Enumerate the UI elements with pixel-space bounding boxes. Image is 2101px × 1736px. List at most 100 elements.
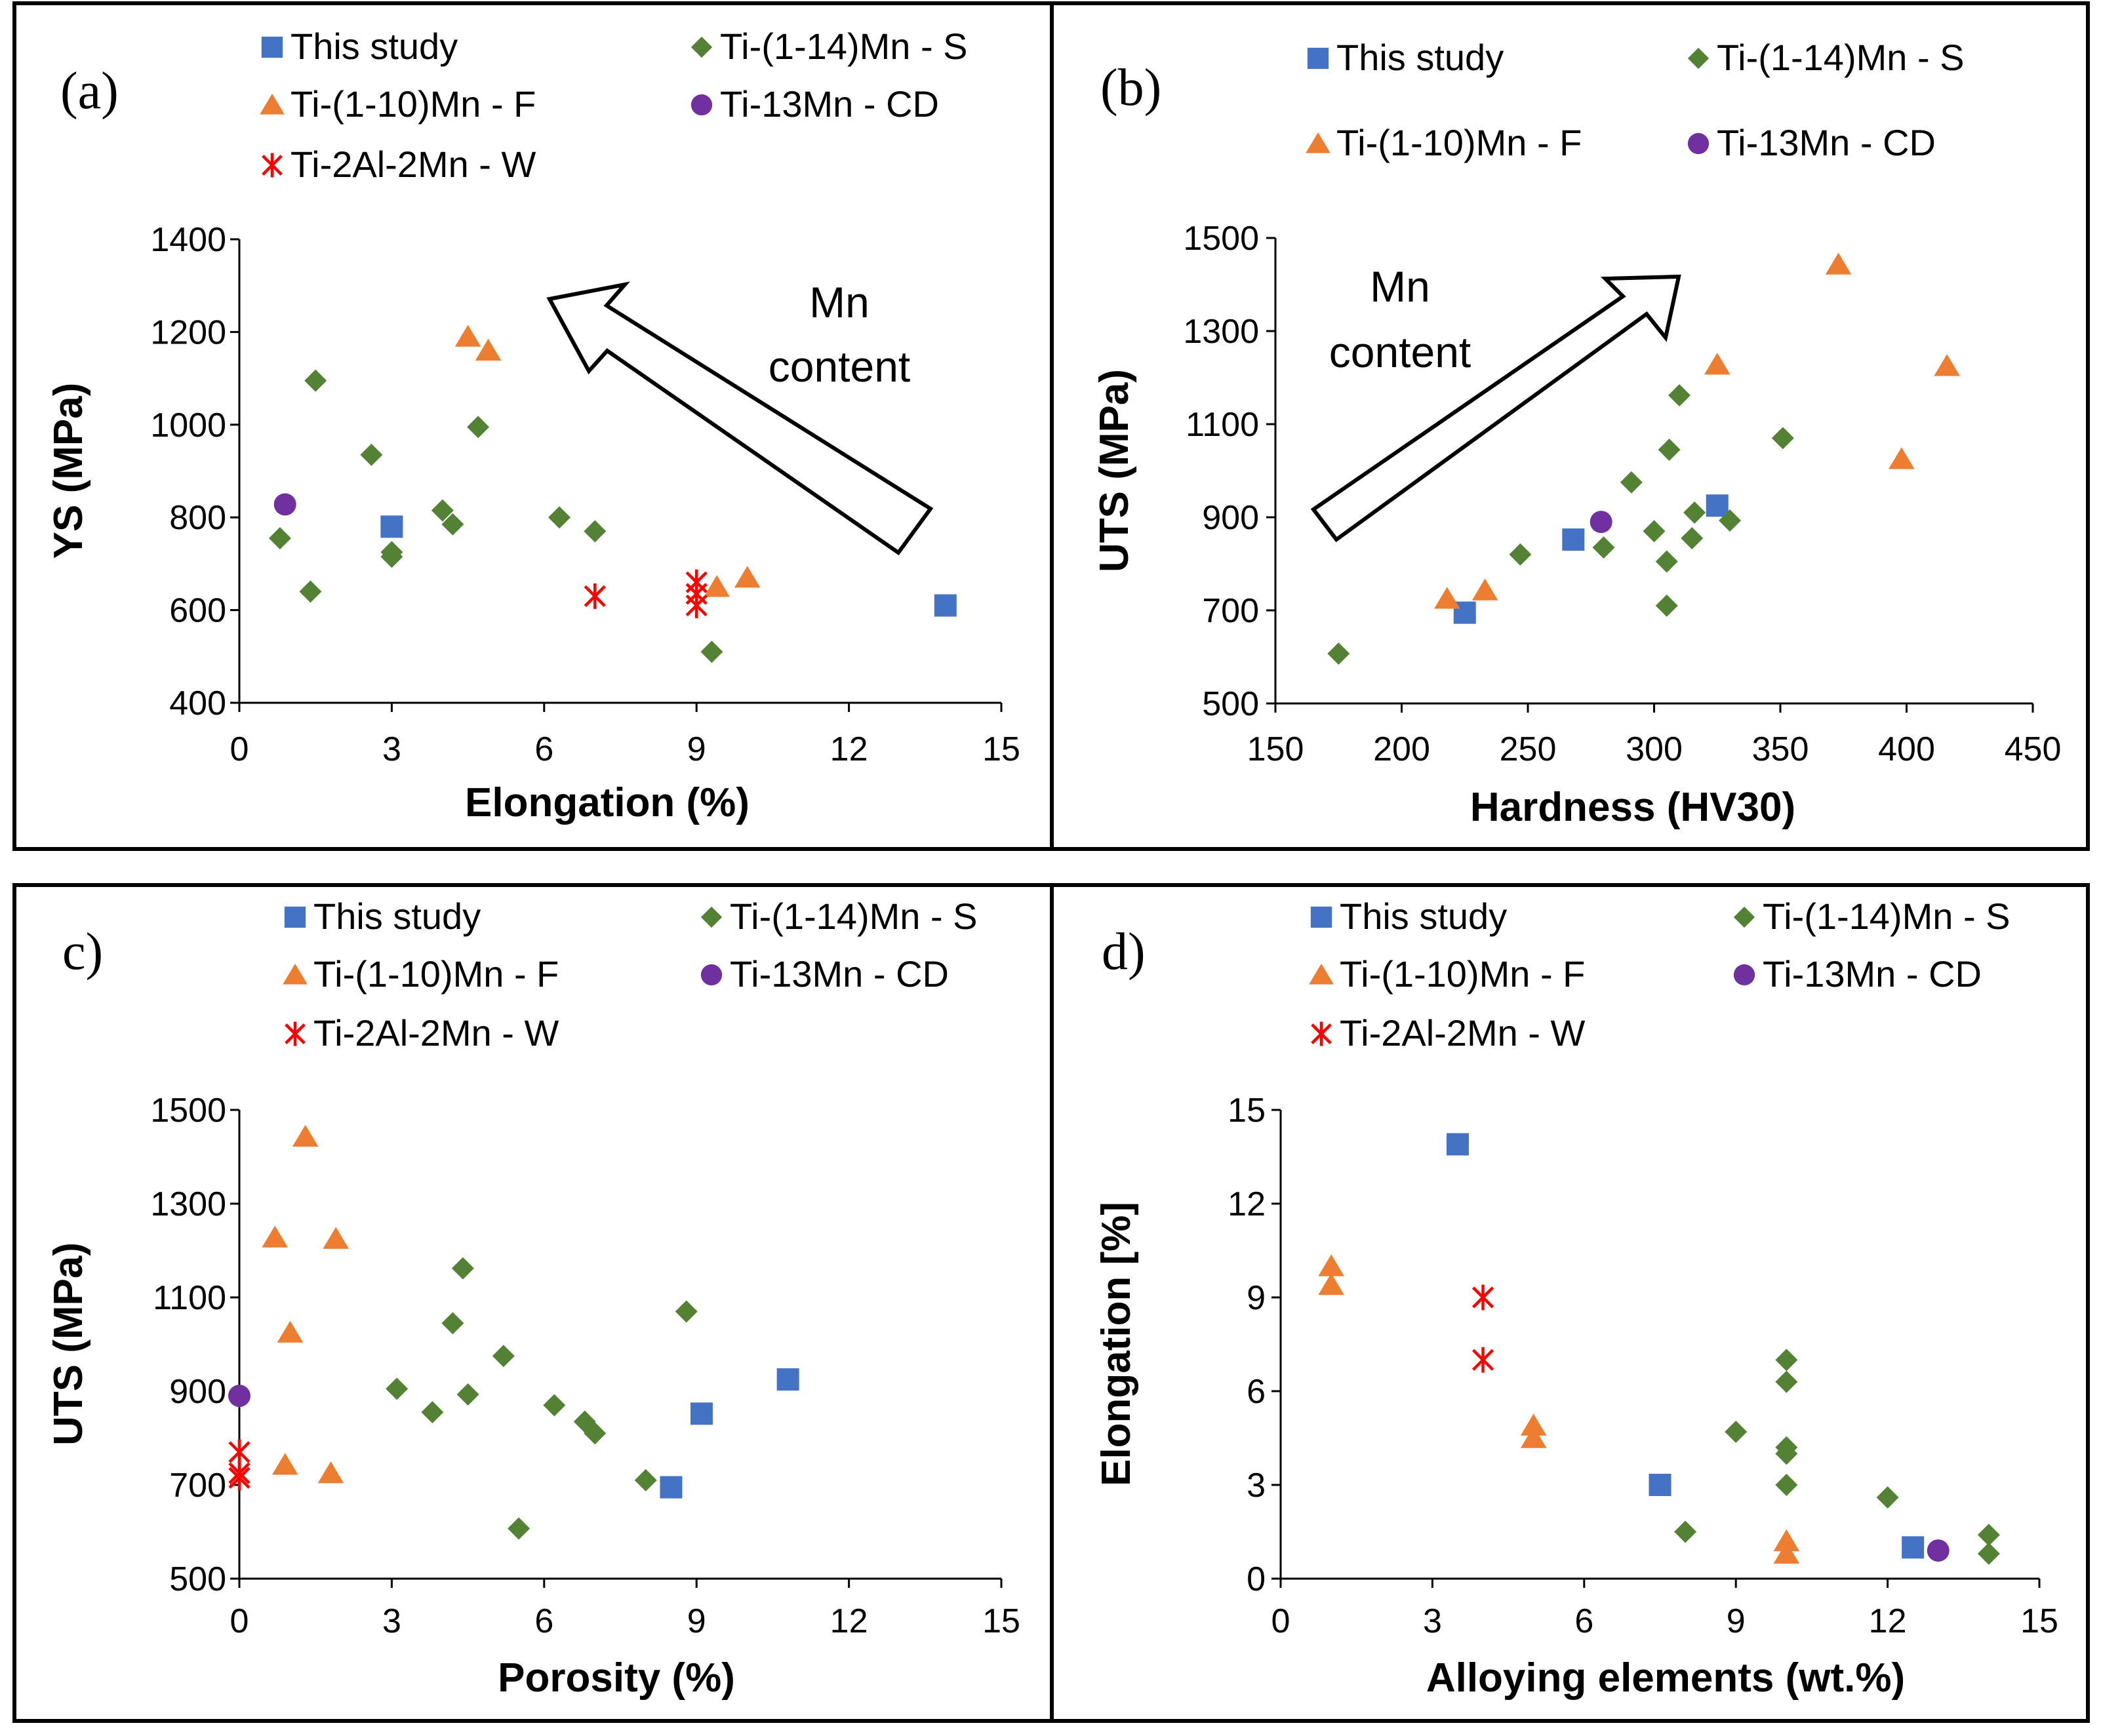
x-tick-label: 3 bbox=[382, 730, 401, 768]
data-point bbox=[467, 416, 490, 439]
data-point bbox=[262, 1225, 289, 1248]
data-point bbox=[277, 1320, 304, 1343]
chart-panel-c: c) 0 3 6 9 12 15 500 700 900 1100 1300 1500 Porosity… bbox=[46, 896, 1020, 1701]
series-triangle bbox=[1318, 1254, 1800, 1564]
series-diamond bbox=[1674, 1349, 2000, 1565]
x-tick-label: 9 bbox=[1727, 1602, 1746, 1640]
data-point bbox=[1825, 252, 1852, 275]
legend-marker bbox=[1310, 906, 1332, 928]
legend-label: This study bbox=[1336, 37, 1504, 78]
y-tick-label: 800 bbox=[169, 499, 226, 537]
data-point bbox=[1643, 520, 1666, 543]
data-point bbox=[690, 1402, 713, 1425]
data-point bbox=[1471, 578, 1498, 601]
data-point bbox=[273, 493, 296, 516]
legend-label: Ti-(1-14)Mn - S bbox=[1763, 896, 2011, 937]
data-point bbox=[456, 1383, 479, 1406]
data-point bbox=[634, 1469, 657, 1491]
y-axis-label: YS (MPa) bbox=[46, 383, 91, 559]
series-circle bbox=[273, 493, 296, 516]
arrow-label-line2: content bbox=[1329, 328, 1471, 376]
x-tick-label: 12 bbox=[830, 730, 868, 768]
data-point bbox=[1434, 587, 1460, 609]
panel-label: (b) bbox=[1100, 59, 1161, 117]
y-tick-label: 500 bbox=[1202, 685, 1259, 723]
data-point bbox=[704, 575, 730, 597]
panel-label: d) bbox=[1102, 923, 1146, 981]
data-point bbox=[1773, 1529, 1800, 1552]
chart-panel-a: (a) 0 3 6 9 12 15 400 600 800 1000 1200 1400 Elongat… bbox=[46, 26, 1020, 825]
legend-marker bbox=[260, 93, 285, 115]
data-point bbox=[1674, 1520, 1697, 1543]
data-point bbox=[685, 593, 708, 619]
y-tick-label: 12 bbox=[1228, 1185, 1266, 1223]
data-point bbox=[451, 1257, 474, 1280]
y-tick-label: 1300 bbox=[150, 1185, 226, 1223]
data-point bbox=[584, 583, 606, 609]
y-tick-label: 900 bbox=[169, 1373, 226, 1411]
x-tick-label: 6 bbox=[534, 1602, 553, 1640]
legend-label: This study bbox=[290, 26, 458, 67]
y-axis-label: Elongation [%] bbox=[1094, 1202, 1139, 1486]
data-point bbox=[660, 1476, 683, 1499]
data-point bbox=[1649, 1474, 1671, 1496]
x-axis-label: Alloying elements (wt.%) bbox=[1426, 1655, 1905, 1701]
legend-label: Ti-2Al-2Mn - W bbox=[313, 1012, 559, 1054]
y-tick-label: 700 bbox=[1202, 592, 1259, 630]
legend-marker bbox=[1733, 964, 1755, 986]
data-point bbox=[360, 443, 383, 466]
data-point bbox=[441, 513, 464, 536]
x-tick-label: 300 bbox=[1626, 730, 1683, 768]
data-point bbox=[1520, 1426, 1547, 1448]
data-point bbox=[1668, 384, 1691, 406]
data-point bbox=[508, 1517, 530, 1540]
x-axis-label: Hardness (HV30) bbox=[1470, 785, 1795, 830]
y-tick-label: 1300 bbox=[1183, 313, 1259, 351]
legend-label: Ti-13Mn - CD bbox=[1763, 953, 1982, 995]
legend-marker bbox=[1311, 1021, 1332, 1046]
data-point bbox=[1775, 1370, 1798, 1393]
data-point bbox=[1977, 1524, 2000, 1547]
arrow-label-line1: Mn bbox=[809, 278, 870, 326]
data-point bbox=[1771, 427, 1794, 450]
x-tick-label: 12 bbox=[830, 1602, 868, 1640]
series-triangle bbox=[1434, 252, 1960, 609]
x-tick-label: 400 bbox=[1878, 730, 1935, 768]
data-point bbox=[304, 369, 327, 392]
y-tick-label: 15 bbox=[1228, 1092, 1266, 1130]
legend-label: Ti-2Al-2Mn - W bbox=[290, 144, 536, 185]
x-tick-label: 6 bbox=[534, 730, 553, 768]
data-point bbox=[1934, 354, 1960, 376]
arrow-annotation-a: Mn content bbox=[546, 278, 934, 556]
data-point bbox=[1620, 471, 1643, 494]
y-tick-label: 1500 bbox=[150, 1092, 226, 1130]
arrow-label-line2: content bbox=[769, 342, 911, 391]
x-tick-label: 350 bbox=[1752, 730, 1809, 768]
y-tick-label: 0 bbox=[1247, 1560, 1266, 1598]
x-tick-label: 3 bbox=[1423, 1602, 1442, 1640]
data-point bbox=[386, 1377, 409, 1400]
x-tick-label: 15 bbox=[2020, 1602, 2058, 1640]
data-point bbox=[323, 1227, 349, 1249]
data-point bbox=[1562, 528, 1585, 551]
panel-d-frame bbox=[1050, 883, 2090, 1723]
panel-label: (a) bbox=[60, 62, 119, 120]
legend-label: This study bbox=[313, 896, 481, 937]
data-point bbox=[1655, 550, 1678, 573]
panel-label: c) bbox=[62, 923, 103, 981]
data-point bbox=[1681, 526, 1704, 549]
data-point bbox=[1902, 1536, 1925, 1559]
x-axis-label: Elongation (%) bbox=[465, 780, 750, 825]
x-axis-label: Porosity (%) bbox=[498, 1655, 735, 1701]
series-asterisk bbox=[1471, 1284, 1494, 1373]
data-point bbox=[1719, 509, 1741, 532]
x-tick-label: 9 bbox=[687, 1602, 706, 1640]
data-point bbox=[1520, 1413, 1547, 1436]
series-triangle bbox=[454, 325, 761, 597]
legend-marker bbox=[1306, 132, 1331, 153]
series-square bbox=[380, 515, 957, 617]
legend-label: Ti-(1-10)Mn - F bbox=[290, 83, 536, 125]
y-tick-label: 900 bbox=[1202, 499, 1259, 537]
legend-label: This study bbox=[1340, 896, 1507, 937]
